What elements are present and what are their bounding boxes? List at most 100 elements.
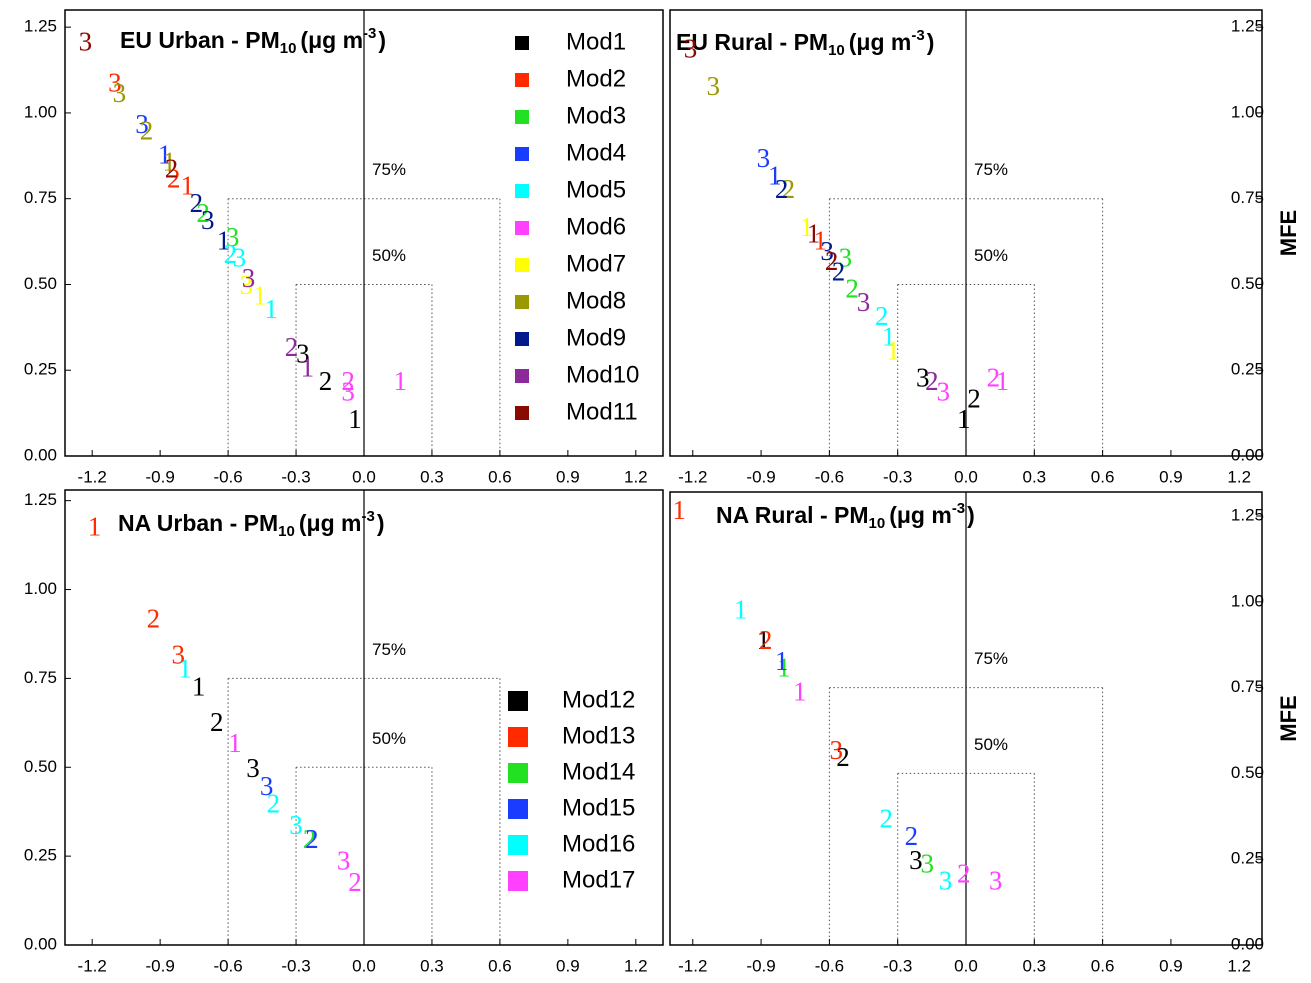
x-tick-label: -0.9 (145, 956, 174, 975)
x-tick-label: 0.0 (954, 956, 978, 975)
data-point: 1 (814, 225, 828, 255)
y-tick-label: 0.25 (24, 360, 57, 379)
legend-swatch (515, 147, 529, 161)
legend-swatch (515, 295, 529, 309)
chart-title-part: -3 (911, 27, 924, 44)
legend-swatch (508, 691, 528, 711)
data-point: 3 (246, 753, 260, 783)
legend-label: Mod3 (566, 102, 626, 129)
x-tick-label: -1.2 (678, 956, 707, 975)
goal-label: 75% (372, 160, 406, 179)
data-point: 2 (224, 239, 238, 269)
x-tick-label: -0.6 (213, 467, 242, 486)
legend-label: Mod17 (562, 866, 635, 893)
data-point: 1 (178, 653, 192, 683)
data-point: 3 (337, 845, 351, 875)
chart-title: EU Rural - PM10 (μg m-3) (676, 27, 934, 59)
y-tick-label: 1.00 (24, 102, 57, 121)
x-tick-label: -0.3 (883, 956, 912, 975)
data-point: 2 (925, 366, 939, 396)
data-point: 1 (800, 212, 814, 242)
y-tick-label: 0.25 (1231, 849, 1264, 868)
chart-title-part: (μg m (300, 27, 363, 53)
legend-label: Mod11 (566, 398, 638, 425)
data-point: 3 (757, 143, 771, 173)
data-point: 2 (775, 174, 789, 204)
chart-title-part: -3 (361, 508, 374, 525)
data-point: 3 (260, 771, 274, 801)
y-tick-label: 1.25 (1231, 17, 1264, 36)
goal-label: 75% (372, 640, 406, 659)
data-point: 3 (989, 865, 1003, 895)
x-tick-label: -0.6 (815, 956, 844, 975)
goal-label: 75% (974, 160, 1008, 179)
goal-label: 50% (372, 246, 406, 265)
data-point: 1 (348, 404, 362, 434)
goal-label: 50% (372, 729, 406, 748)
chart-title-part: ) (927, 29, 935, 55)
data-point: 2 (341, 366, 355, 396)
data-point: 1 (162, 147, 176, 177)
x-tick-label: -1.2 (78, 467, 107, 486)
x-tick-label: -0.3 (883, 467, 912, 486)
data-point: 1 (882, 322, 896, 352)
data-point: 1 (217, 225, 231, 255)
legend-swatch (508, 727, 528, 747)
data-point: 2 (832, 256, 846, 286)
x-tick-label: -0.9 (746, 956, 775, 975)
legend-swatch (515, 221, 529, 235)
x-tick-label: 0.3 (420, 956, 444, 975)
chart-title-part: 10 (280, 40, 297, 57)
legend-label: Mod6 (566, 213, 626, 240)
y-tick-label: 1.00 (1231, 102, 1264, 121)
x-tick-label: -1.2 (678, 467, 707, 486)
data-point: 2 (319, 366, 333, 396)
data-point: 3 (839, 243, 853, 273)
x-tick-label: 0.3 (1022, 956, 1046, 975)
y-tick-label: 0.75 (24, 668, 57, 687)
chart-title-part: 10 (828, 42, 845, 59)
chart-title-part: (μg m (889, 502, 952, 528)
chart-title: NA Urban - PM10 (μg m-3) (118, 508, 384, 540)
data-point: 2 (196, 198, 210, 228)
data-point: 2 (285, 332, 299, 362)
data-point: 1 (192, 671, 206, 701)
data-point: 3 (239, 270, 253, 300)
data-point: 3 (684, 33, 698, 63)
goal-label: 50% (974, 735, 1008, 754)
x-tick-label: 0.3 (420, 467, 444, 486)
legend-label: Mod15 (562, 794, 635, 821)
data-point: 3 (296, 339, 310, 369)
data-point: 2 (190, 188, 204, 218)
data-point: 1 (757, 625, 771, 655)
data-point: 3 (79, 27, 93, 57)
x-tick-label: -0.6 (213, 956, 242, 975)
data-point: 1 (393, 366, 407, 396)
data-point: 2 (348, 867, 362, 897)
chart-title-part: (μg m (299, 510, 362, 536)
x-tick-label: -0.9 (746, 467, 775, 486)
x-tick-label: 1.2 (1227, 467, 1251, 486)
data-point: 2 (782, 174, 796, 204)
data-point: 3 (909, 845, 923, 875)
legend-swatch (515, 258, 529, 272)
data-point: 1 (768, 160, 782, 190)
x-tick-label: 0.9 (556, 467, 580, 486)
x-tick-label: 0.0 (352, 956, 376, 975)
chart-title-part: EU Urban - PM (120, 27, 280, 53)
y-tick-label: 0.00 (24, 445, 57, 464)
legend-label: Mod9 (566, 324, 626, 351)
legend-label: Mod10 (566, 361, 639, 388)
data-point: 1 (301, 352, 315, 382)
data-point: 1 (734, 594, 748, 624)
chart-title: EU Urban - PM10 (μg m-3) (120, 25, 386, 57)
data-point: 2 (880, 804, 894, 834)
y-tick-label: 0.50 (24, 757, 57, 776)
data-point: 1 (181, 171, 195, 201)
goal-label: 75% (974, 649, 1008, 668)
chart-title-part: 10 (869, 515, 886, 532)
data-point: 2 (845, 274, 859, 304)
data-point: 2 (836, 742, 850, 772)
legend-label: Mod12 (562, 686, 635, 713)
